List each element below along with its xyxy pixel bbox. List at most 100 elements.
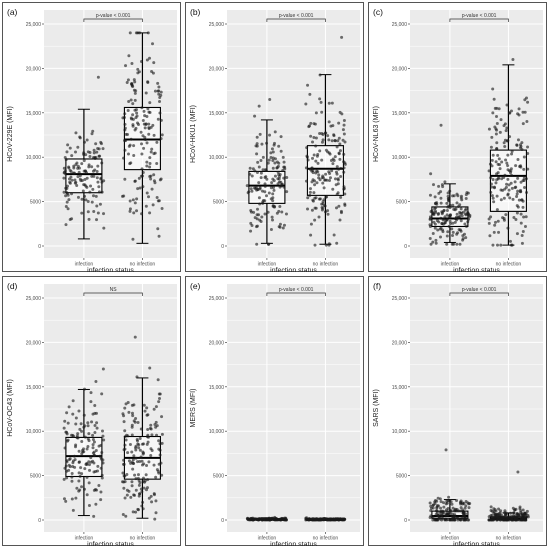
data-point	[101, 147, 105, 151]
data-point	[122, 420, 126, 424]
data-point	[123, 443, 127, 447]
data-point	[62, 426, 66, 430]
data-point	[70, 475, 74, 479]
data-point	[258, 186, 262, 190]
data-point	[139, 427, 143, 431]
data-point	[283, 167, 287, 171]
data-point	[495, 122, 499, 126]
data-point	[523, 110, 527, 114]
data-point	[140, 106, 144, 110]
data-point	[122, 414, 126, 418]
data-point	[322, 517, 326, 521]
data-point	[148, 111, 152, 115]
data-point	[65, 200, 69, 204]
data-point	[263, 190, 267, 194]
data-point	[453, 508, 457, 512]
data-point	[271, 166, 275, 170]
data-point	[94, 194, 98, 198]
data-point	[453, 220, 457, 224]
data-point	[155, 433, 159, 437]
data-point	[127, 489, 131, 493]
data-point	[130, 423, 134, 427]
data-point	[519, 509, 523, 513]
panel-label: (b)	[190, 7, 201, 17]
y-tick-label: 5000	[30, 474, 41, 480]
data-point	[505, 126, 509, 130]
data-point	[147, 132, 151, 136]
data-point	[145, 164, 149, 168]
data-point	[73, 445, 77, 449]
data-point	[70, 479, 74, 483]
y-tick-label: 5000	[30, 200, 41, 206]
points-0	[245, 515, 288, 522]
data-point	[520, 518, 524, 522]
data-point	[492, 200, 496, 204]
data-point	[63, 155, 67, 159]
data-point	[464, 196, 468, 200]
data-point	[440, 515, 444, 519]
data-point	[65, 432, 69, 436]
data-point	[331, 187, 335, 191]
data-point	[160, 432, 164, 436]
data-point	[260, 142, 264, 146]
data-point	[127, 459, 131, 463]
data-point	[74, 422, 78, 426]
data-point	[452, 242, 456, 246]
data-point	[333, 177, 337, 181]
data-point	[281, 169, 285, 173]
data-point	[255, 135, 259, 139]
data-point	[75, 183, 79, 187]
data-point	[275, 211, 279, 215]
data-point	[151, 42, 155, 46]
data-point	[248, 166, 252, 170]
data-point	[82, 183, 86, 187]
data-point	[100, 190, 104, 194]
data-point	[431, 212, 435, 216]
data-point	[248, 172, 252, 176]
data-point	[314, 171, 318, 175]
data-point	[335, 241, 339, 245]
data-point	[160, 441, 164, 445]
data-point	[322, 198, 326, 202]
data-point	[141, 507, 145, 511]
data-point	[489, 176, 493, 180]
data-point	[123, 177, 127, 181]
data-point	[124, 64, 128, 68]
data-point	[321, 181, 325, 185]
data-point	[503, 144, 507, 148]
data-point	[84, 198, 88, 202]
data-point	[255, 152, 259, 156]
data-point	[342, 123, 346, 127]
data-point	[88, 151, 92, 155]
data-point	[149, 447, 153, 451]
data-point	[126, 78, 130, 82]
data-point	[124, 402, 128, 406]
data-point	[144, 204, 148, 208]
data-point	[92, 440, 96, 444]
data-point	[255, 144, 259, 148]
data-point	[96, 146, 100, 150]
data-point	[144, 122, 148, 126]
data-point	[327, 120, 331, 124]
data-point	[148, 162, 152, 166]
data-point	[152, 493, 156, 497]
points-1	[121, 335, 164, 521]
data-point	[446, 506, 450, 510]
data-point	[124, 514, 128, 518]
data-point	[504, 516, 508, 520]
data-point	[121, 480, 125, 484]
data-point	[140, 490, 144, 494]
data-point	[343, 202, 347, 206]
data-point	[94, 487, 98, 491]
data-point	[89, 391, 93, 395]
data-point	[451, 233, 455, 237]
data-point	[272, 141, 276, 145]
data-point	[495, 146, 499, 150]
data-point	[96, 464, 100, 468]
data-point	[64, 464, 68, 468]
data-point	[510, 152, 514, 156]
y-axis-label: HCoV-OC43 (MFI)	[7, 379, 14, 437]
data-point	[159, 137, 163, 141]
data-point	[320, 158, 324, 162]
data-point	[127, 100, 131, 104]
